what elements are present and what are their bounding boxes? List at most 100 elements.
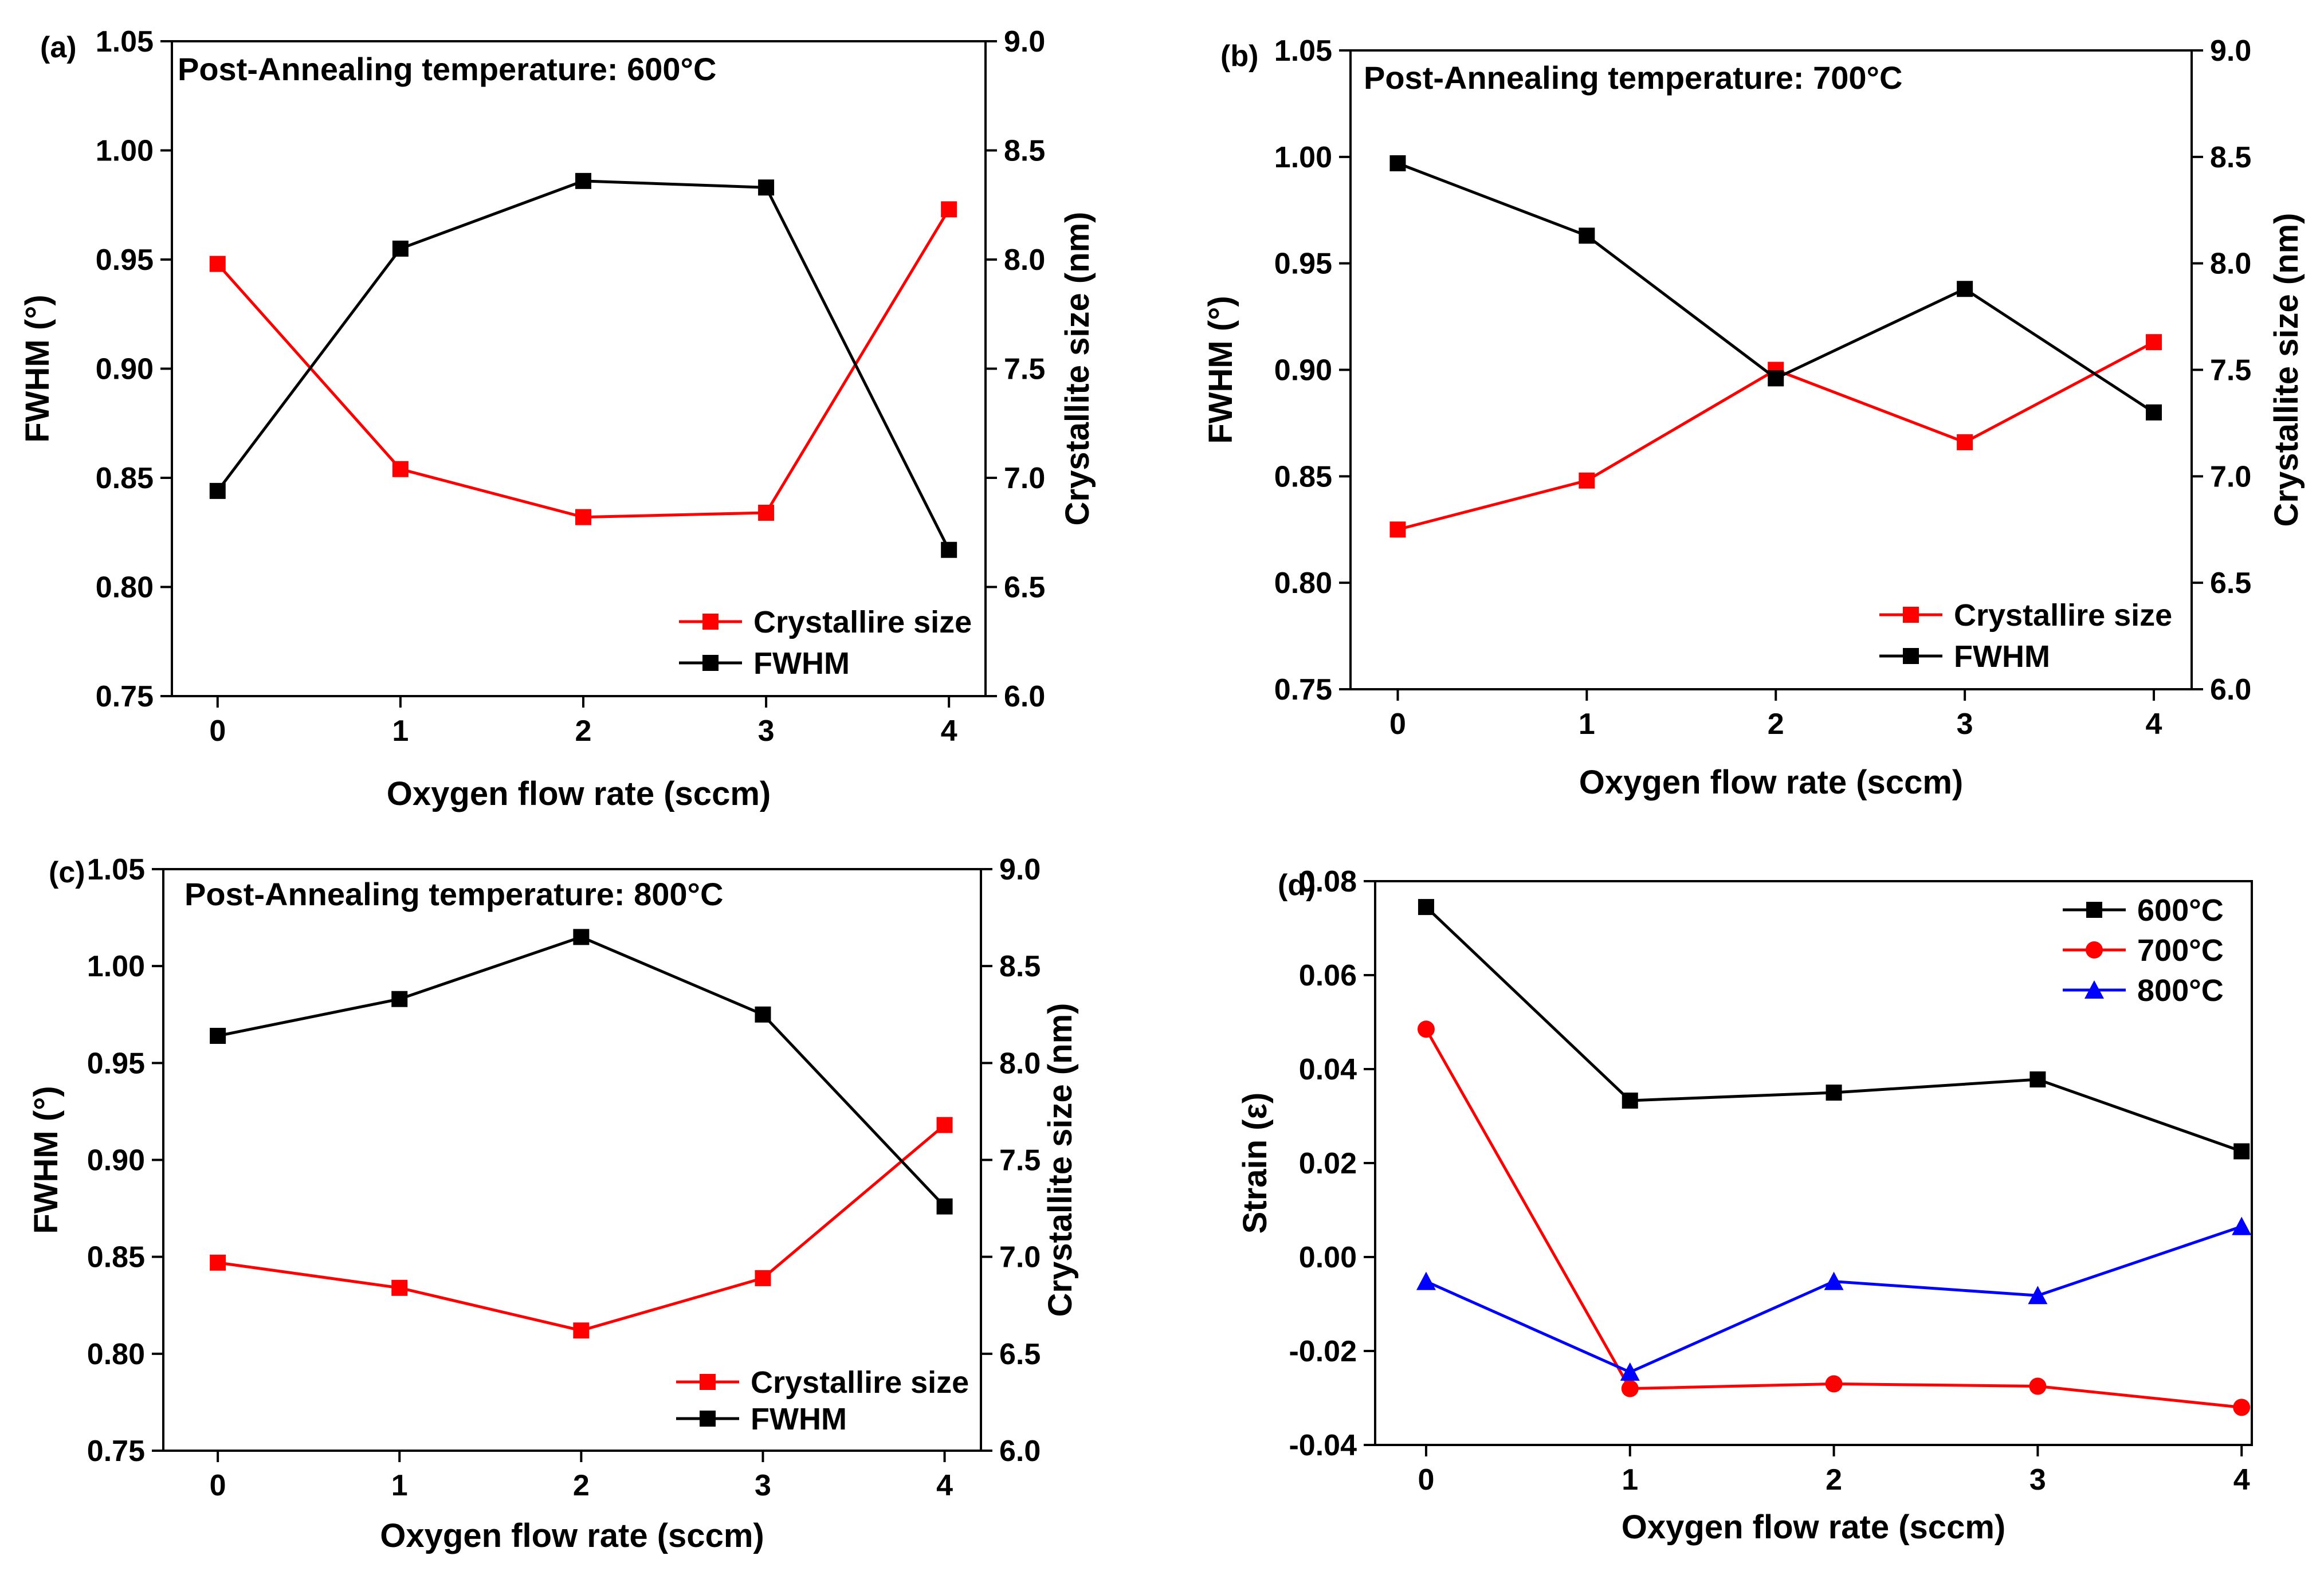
y2-tick-label: 9.0 — [2210, 34, 2251, 68]
y-axis-title: FWHM (°) — [28, 1086, 65, 1234]
x-tick-label: 3 — [758, 714, 775, 748]
x-tick-label: 4 — [941, 714, 957, 748]
data-point — [1389, 155, 1406, 171]
chart-panel-1: 0 1 2 3 4 0.75 0.80 0.85 0.90 0.95 1.00 1.05 6.0 6.5 7… — [19, 25, 1096, 812]
legend-marker — [2086, 941, 2103, 959]
x-tick-label: 2 — [1826, 1463, 1842, 1497]
y-axis-title: FWHM (°) — [1202, 296, 1239, 443]
y-tick-label: 0.75 — [87, 1435, 145, 1468]
series-line-3 — [1425, 1225, 2243, 1374]
data-point — [1768, 370, 1784, 387]
plot-frame — [171, 40, 987, 697]
data-point — [2029, 1071, 2046, 1088]
data-point — [209, 482, 226, 499]
data-point — [2029, 1377, 2047, 1395]
series-line-2 — [217, 935, 946, 1208]
series-line-1 — [216, 209, 951, 519]
data-point — [1825, 1375, 1843, 1393]
y-tick-label: 1.05 — [87, 853, 145, 886]
y2-tick-label: 8.5 — [2210, 141, 2251, 174]
y2-tick-label: 7.0 — [999, 1241, 1041, 1274]
legend-marker — [1903, 648, 1919, 664]
legend-marker — [2086, 902, 2102, 918]
legend-label: 800°C — [2137, 973, 2224, 1008]
y2-tick-label: 9.0 — [1004, 25, 1045, 58]
y-tick-label: 0.75 — [1274, 673, 1332, 706]
y-tick-label: -0.04 — [1289, 1429, 1357, 1462]
x-tick-label: 2 — [1768, 708, 1784, 741]
y2-axis-title: Crystallite size (nm) — [2268, 213, 2305, 527]
y-tick-label: 1.00 — [96, 135, 154, 168]
x-axis-title: Oxygen flow rate (sccm) — [1579, 764, 1963, 801]
legend-marker — [700, 1374, 716, 1390]
y-tick-label: 0.08 — [1299, 865, 1357, 898]
data-point — [391, 1279, 408, 1296]
x-axis-title: Oxygen flow rate (sccm) — [387, 775, 771, 812]
data-point — [2146, 334, 2162, 351]
data-point — [758, 179, 775, 196]
x-tick-label: 1 — [391, 1469, 408, 1502]
legend-label: Crystallire size — [751, 1365, 969, 1400]
y2-tick-label: 6.5 — [1004, 571, 1045, 604]
data-point — [210, 1254, 226, 1271]
x-tick-label: 0 — [210, 1469, 226, 1502]
panel-label: (d) — [1278, 869, 1316, 902]
data-point — [2028, 1286, 2048, 1305]
y2-tick-label: 6.0 — [999, 1435, 1041, 1468]
y2-axis-title: Crystallite size (nm) — [1059, 212, 1096, 526]
data-point — [1957, 434, 1973, 450]
y2-tick-label: 8.0 — [1004, 243, 1045, 277]
data-point — [2232, 1216, 2252, 1235]
data-point — [1417, 1020, 1435, 1038]
legend-label: FWHM — [753, 646, 850, 681]
x-tick-label: 3 — [755, 1469, 771, 1502]
data-point — [1416, 1271, 1436, 1290]
y-tick-label: 0.85 — [1274, 460, 1332, 493]
legend-marker — [702, 655, 719, 671]
y-tick-label: 1.05 — [1274, 34, 1332, 68]
x-tick-label: 1 — [392, 714, 409, 748]
y-tick-label: 0.95 — [96, 243, 154, 277]
y-tick-label: 0.06 — [1299, 959, 1357, 992]
x-tick-label: 0 — [1418, 1463, 1434, 1497]
data-point — [1418, 899, 1434, 916]
y-tick-label: 1.05 — [96, 25, 154, 58]
plot-frame — [1374, 880, 2253, 1446]
y-tick-label: 0.80 — [1274, 567, 1332, 600]
y-tick-label: 0.90 — [96, 353, 154, 386]
data-point — [1826, 1085, 1842, 1101]
y2-tick-label: 8.5 — [1004, 135, 1045, 168]
y2-tick-label: 6.0 — [2210, 673, 2251, 706]
data-point — [1389, 521, 1406, 538]
chart-panel-2: 0 1 2 3 4 0.75 0.80 0.85 0.90 0.95 1.00 1.05 6.0 6.5 7… — [1202, 34, 2305, 801]
panel-label: (c) — [49, 856, 85, 889]
y2-tick-label: 8.5 — [999, 950, 1041, 983]
x-tick-label: 4 — [2233, 1463, 2250, 1497]
x-tick-label: 0 — [1389, 708, 1406, 741]
legend-marker — [702, 614, 719, 630]
data-point — [2233, 1143, 2250, 1160]
data-point — [1579, 227, 1595, 244]
data-point — [758, 504, 775, 521]
x-axis-title: Oxygen flow rate (sccm) — [380, 1517, 764, 1554]
x-tick-label: 4 — [2146, 708, 2162, 741]
annotation-text: Post-Annealing temperature: 700°C — [1364, 60, 1902, 96]
plot-frame — [162, 868, 982, 1452]
x-tick-label: 0 — [209, 714, 226, 748]
y-tick-label: 0.85 — [96, 462, 154, 495]
y-tick-label: 1.00 — [87, 950, 145, 983]
data-point — [1579, 472, 1595, 489]
legend-label: Crystallire size — [1954, 598, 2172, 633]
data-point — [1622, 1092, 1638, 1109]
x-tick-label: 1 — [1622, 1463, 1638, 1497]
y2-tick-label: 6.5 — [2210, 567, 2251, 600]
data-point — [1824, 1271, 1844, 1290]
y-tick-label: 0.80 — [96, 571, 154, 604]
data-point — [1621, 1380, 1639, 1397]
y-tick-label: 0.95 — [87, 1047, 145, 1080]
chart-panel-3: 0 1 2 3 4 0.75 0.80 0.85 0.90 0.95 1.00 1.05 6.0 6.5 7… — [28, 853, 1079, 1554]
y-tick-label: 0.80 — [87, 1338, 145, 1371]
legend-marker — [2084, 980, 2104, 999]
y2-tick-label: 9.0 — [999, 853, 1041, 886]
